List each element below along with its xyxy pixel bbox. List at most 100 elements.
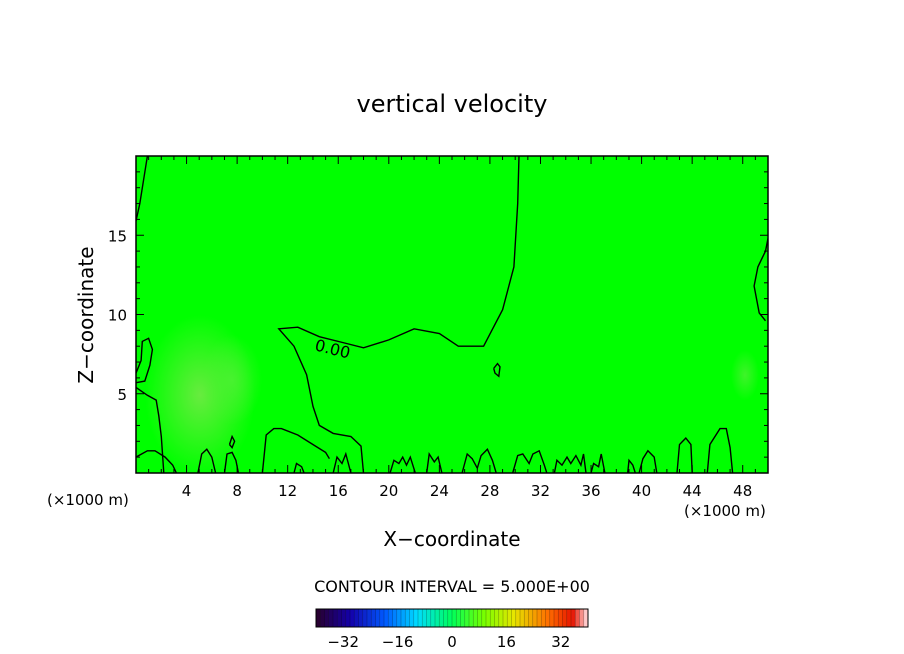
field-anomaly (731, 350, 759, 400)
colorbar-cell (477, 609, 482, 627)
colorbar-cell (545, 609, 550, 627)
x-tick-label: 40 (632, 482, 651, 500)
colorbar-cell (392, 609, 397, 627)
colorbar-tick-label: −32 (327, 633, 359, 651)
colorbar-cell (443, 609, 448, 627)
colorbar-cell (524, 609, 529, 627)
colorbar-cell (401, 609, 406, 627)
colorbar-cell (413, 609, 419, 627)
zero-contour-line (553, 453, 587, 473)
colorbar-cell (494, 609, 499, 627)
x-axis-label: X−coordinate (383, 527, 520, 551)
colorbar-cell (418, 609, 423, 627)
colorbar-cell (426, 609, 431, 627)
colorbar-cell (452, 609, 457, 627)
colorbar-cell (558, 609, 563, 627)
x-tick-label: 8 (232, 482, 242, 500)
x-tick-label: 32 (531, 482, 550, 500)
colorbar-cell (435, 609, 440, 627)
zero-contour-line (223, 451, 240, 473)
colorbar-cell (409, 609, 414, 627)
zero-contour-line (706, 427, 734, 473)
zero-contours (136, 156, 768, 473)
contour-interval-text: CONTOUR INTERVAL = 5.000E+00 (314, 577, 590, 596)
colorbar-cell (498, 609, 504, 627)
colorbar-cell (537, 609, 542, 627)
colorbar-tick-label: −16 (382, 633, 414, 651)
colorbar-labels: −32 −16 0 16 32 (327, 633, 570, 651)
x-tick-label: 24 (430, 482, 449, 500)
x-tick-label: 28 (480, 482, 499, 500)
colorbar-cell (507, 609, 512, 627)
colorbar-cell (328, 609, 334, 627)
colorbar-cell (341, 609, 346, 627)
colorbar-cell (515, 609, 521, 627)
colorbar-cell (384, 609, 389, 627)
colorbar-cell (350, 609, 355, 627)
zero-contour-line (293, 462, 305, 473)
zero-contour-line (277, 156, 520, 473)
x-tick-label: 36 (581, 482, 600, 500)
colorbar-tick-label: 32 (551, 633, 570, 651)
colorbar-cell (405, 609, 410, 627)
colorbar-cell (469, 609, 474, 627)
y-axis-label: Z−coordinate (74, 246, 98, 383)
field-anomalies (145, 315, 759, 473)
colorbar-cell (579, 609, 584, 627)
x-tick-label: 4 (182, 482, 192, 500)
colorbar-cell (367, 609, 372, 627)
x-tick-labels: 4 8 12 16 20 24 28 32 36 40 44 48 (182, 482, 752, 500)
y-tick-labels: 5 10 15 (108, 227, 127, 404)
colorbar-cell (333, 609, 338, 627)
zero-contour-line (136, 337, 154, 384)
colorbar-cell (324, 609, 329, 627)
y-tick-label: 10 (108, 307, 127, 325)
x-unit-left: (×1000 m) (47, 491, 129, 509)
colorbar-tick-label: 16 (497, 633, 516, 651)
zero-contour-line (332, 451, 352, 473)
colorbar-cell (337, 609, 342, 627)
colorbar-cell (549, 609, 555, 627)
colorbar (315, 609, 589, 627)
colorbar-cell (511, 609, 516, 627)
zero-contour-line (261, 427, 330, 473)
zero-contour-line (136, 386, 165, 473)
colorbar-cell (456, 609, 461, 627)
colorbar-cell (388, 609, 393, 627)
colorbar-cell (447, 609, 453, 627)
zero-contour-line (426, 452, 443, 473)
colorbar-cell (503, 609, 508, 627)
zero-contour-line (512, 449, 548, 473)
axis-ticks (135, 155, 769, 474)
zero-contour-line (461, 447, 497, 473)
colorbar-cell (358, 609, 363, 627)
field-anomaly (202, 335, 262, 425)
colorbar-cell (473, 609, 478, 627)
x-tick-label: 44 (683, 482, 702, 500)
colorbar-cell (583, 609, 589, 627)
x-tick-label: 16 (329, 482, 348, 500)
y-tick-label: 5 (117, 386, 127, 404)
colorbar-cell (562, 609, 567, 627)
colorbar-cell (354, 609, 359, 627)
zero-contour-line (590, 453, 606, 473)
zero-contour-line (638, 449, 658, 473)
x-unit-right: (×1000 m) (684, 502, 766, 520)
colorbar-cell (520, 609, 525, 627)
colorbar-cell (371, 609, 376, 627)
zero-contour-line (676, 437, 693, 473)
chart-title: vertical velocity (357, 90, 548, 118)
colorbar-cell (541, 609, 546, 627)
zero-contour-line (228, 434, 236, 449)
colorbar-cell (439, 609, 444, 627)
colorbar-cell (396, 609, 402, 627)
x-tick-label: 20 (379, 482, 398, 500)
colorbar-cell (486, 609, 491, 627)
colorbar-cell (575, 609, 580, 627)
colorbar-cell (320, 609, 325, 627)
colorbar-cell (460, 609, 465, 627)
zero-contour-line (493, 362, 501, 378)
colorbar-cell (554, 609, 559, 627)
colorbar-cell (422, 609, 427, 627)
zero-contour-line (627, 458, 636, 473)
